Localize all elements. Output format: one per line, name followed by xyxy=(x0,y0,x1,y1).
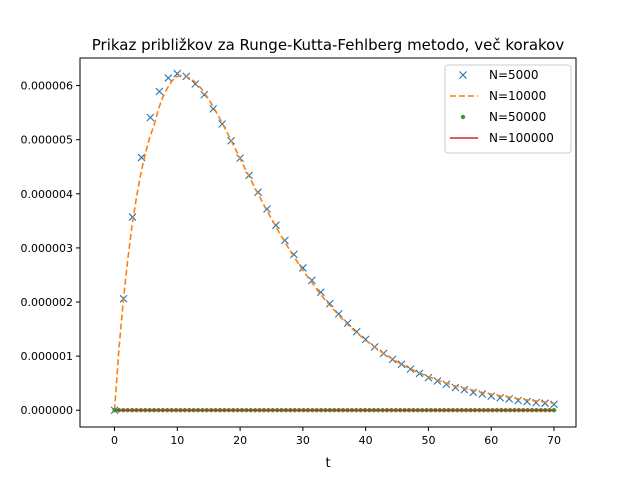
y-axis: 0.000000 0.000001 0.000002 0.000003 0.000004… xyxy=(21,80,80,417)
axes-frame xyxy=(79,57,577,428)
legend-label: N=100000 xyxy=(489,131,554,145)
x-tick-label: 50 xyxy=(421,434,435,447)
x-tick-label: 70 xyxy=(547,434,561,447)
legend-box xyxy=(444,64,572,154)
legend-label: N=10000 xyxy=(489,89,546,103)
x-axis-label: t xyxy=(325,456,330,471)
x-tick-label: 40 xyxy=(359,434,373,447)
data-point xyxy=(343,319,352,328)
data-point xyxy=(164,74,173,82)
data-point xyxy=(433,377,442,385)
series-layer xyxy=(110,69,558,415)
legend-label: N=50000 xyxy=(489,110,546,124)
data-point xyxy=(298,264,307,272)
chart-title: Prikaz približkov za Runge-Kutta-Fehlber… xyxy=(92,36,565,54)
y-tick-label: 0.000003 xyxy=(21,242,74,255)
data-point xyxy=(397,360,406,369)
data-point xyxy=(325,299,334,308)
x-tick-label: 60 xyxy=(484,434,498,447)
x-tick-label: 0 xyxy=(111,434,118,447)
legend-marker xyxy=(459,71,467,79)
legend-marker xyxy=(460,114,466,120)
data-point xyxy=(155,87,164,96)
data-point xyxy=(424,373,433,382)
y-tick-label: 0.000006 xyxy=(21,80,74,93)
data-point xyxy=(191,80,200,88)
y-tick-label: 0.000001 xyxy=(21,350,74,363)
x-axis: 0 10 20 30 40 50 60 70 xyxy=(111,427,561,447)
x-tick-label: 10 xyxy=(170,434,184,447)
x-tick-label: 20 xyxy=(233,434,247,447)
y-tick-label: 0.000002 xyxy=(21,296,74,309)
series-n-10000 xyxy=(113,74,555,411)
data-point xyxy=(442,380,451,389)
data-point xyxy=(550,400,558,409)
y-tick-label: 0.000004 xyxy=(21,188,74,201)
data-point xyxy=(316,288,325,297)
data-point xyxy=(541,399,549,408)
x-tick-label: 30 xyxy=(296,434,310,447)
y-tick-label: 0.000000 xyxy=(21,404,74,417)
legend: N=5000 N=10000 N=50000 N=100000 xyxy=(444,64,572,154)
data-point xyxy=(146,113,155,122)
y-tick-label: 0.000005 xyxy=(21,134,74,147)
series-line xyxy=(113,74,555,411)
legend-label: N=5000 xyxy=(489,68,539,82)
data-point xyxy=(128,213,137,221)
